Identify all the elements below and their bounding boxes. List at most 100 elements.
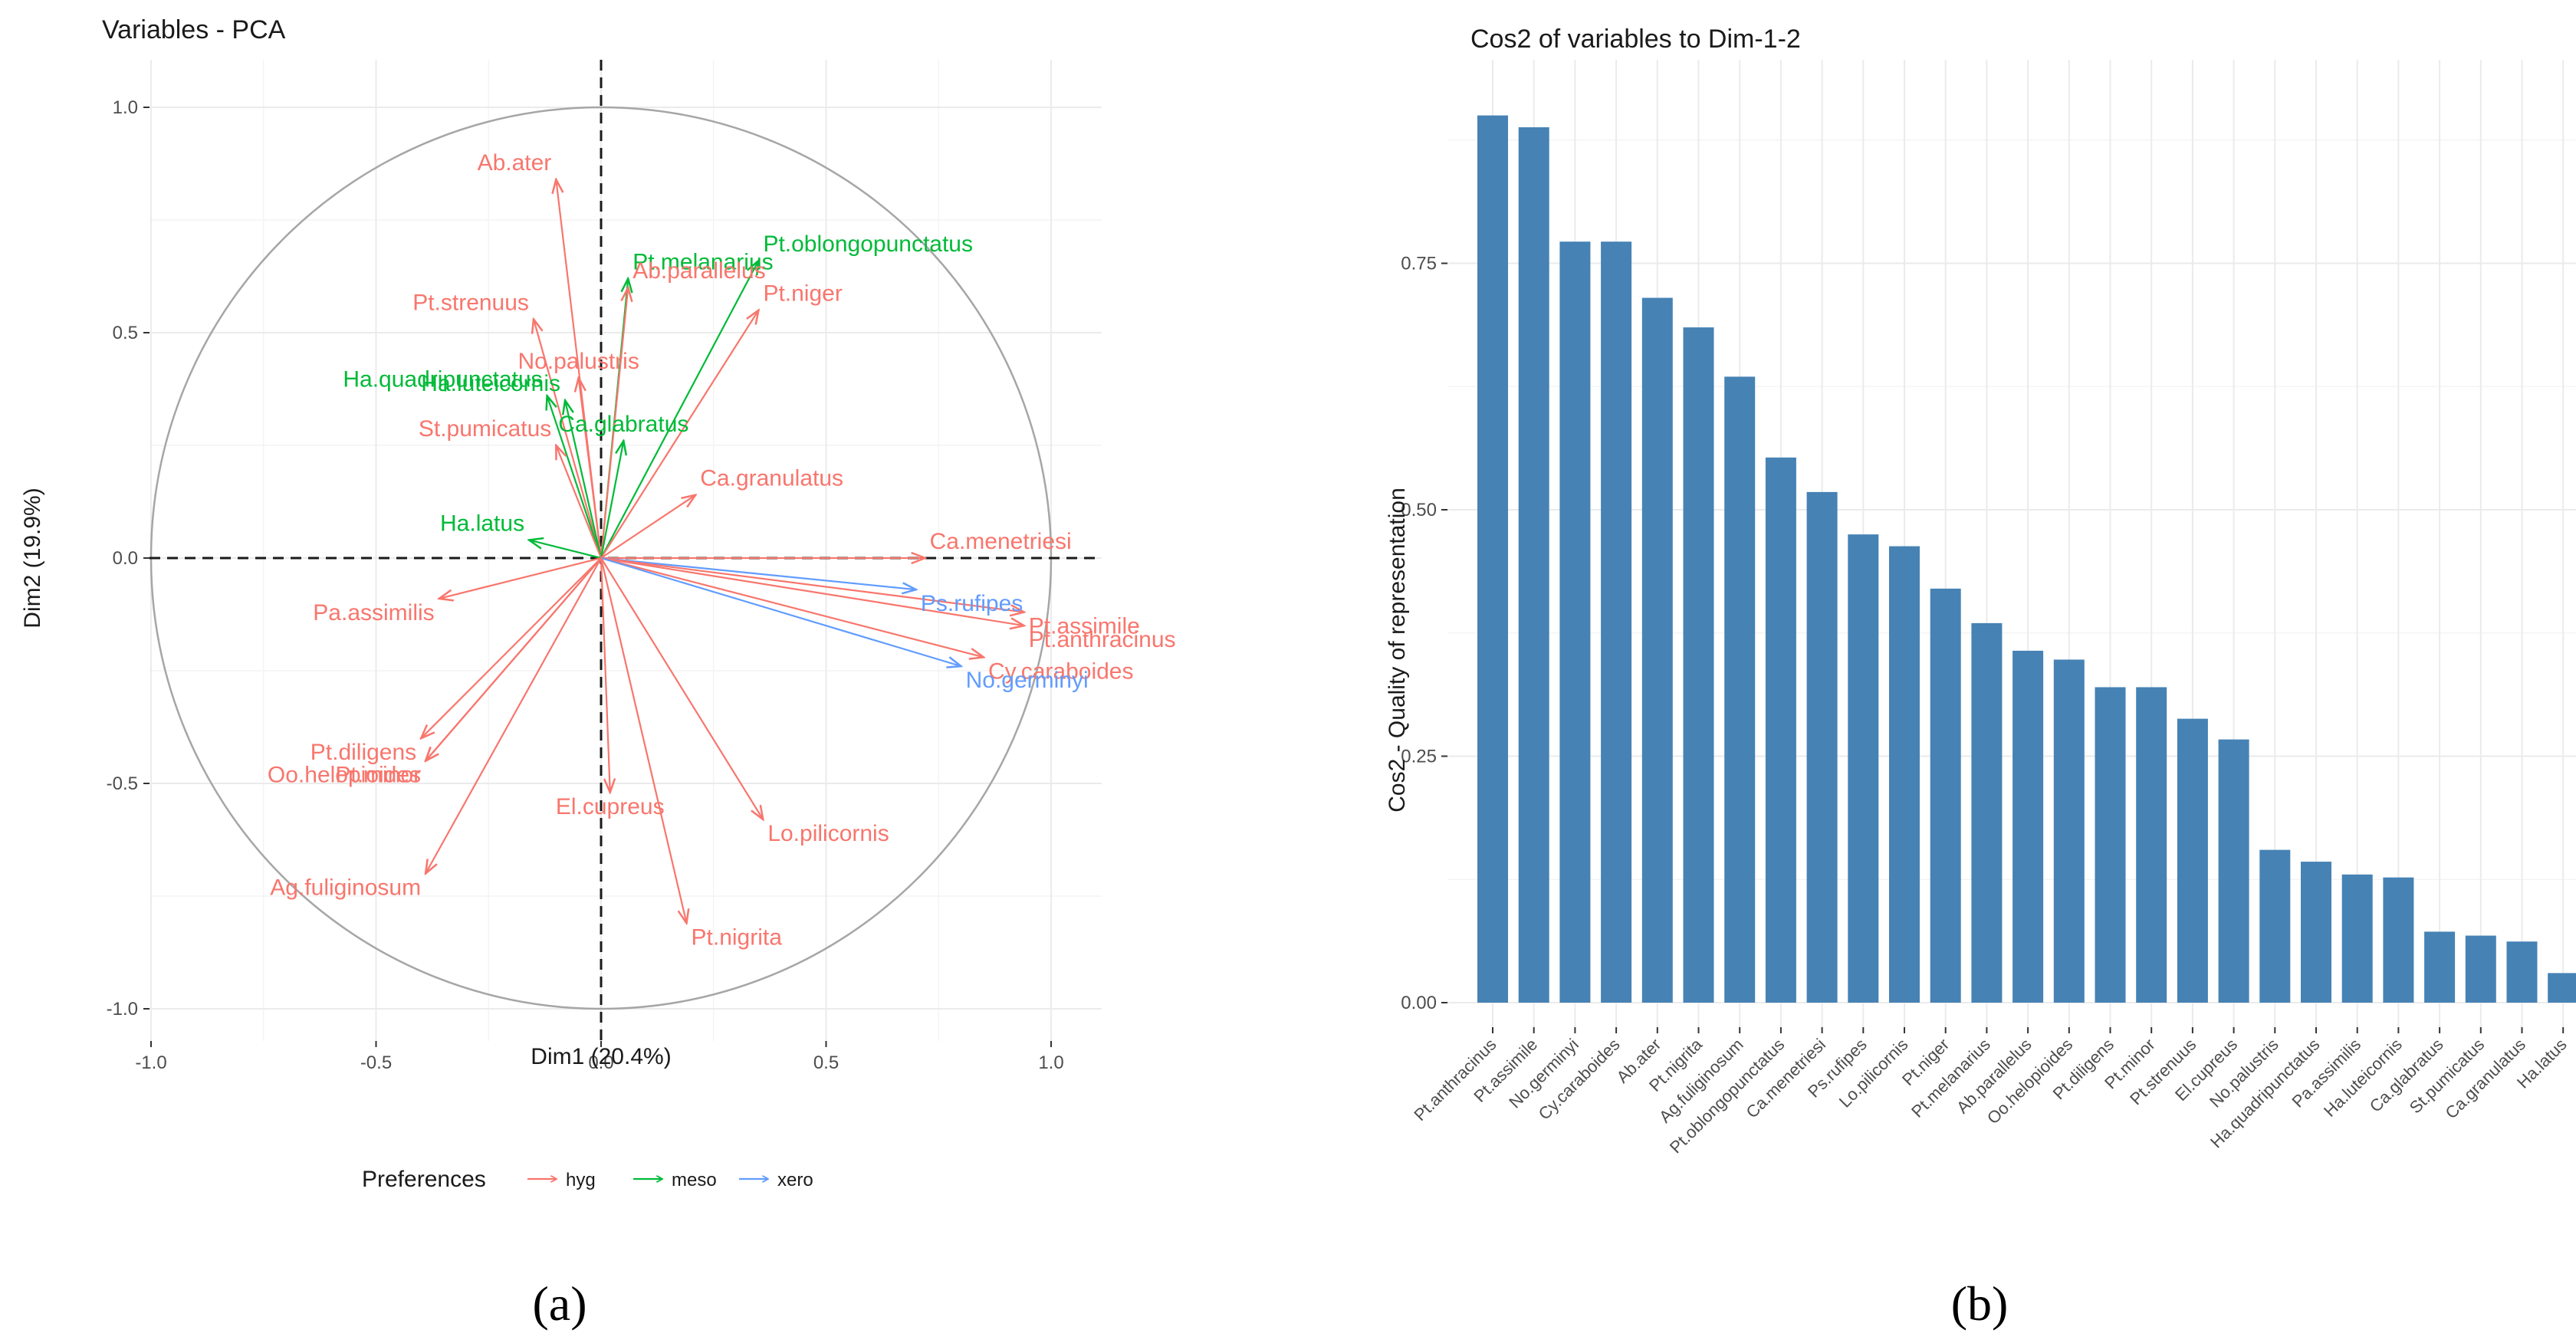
bar-Oo.helopioides (2053, 659, 2085, 1003)
arrow-Pa.assimilis (439, 557, 602, 599)
pca-x-axis-title: Dim1 (20.4%) (531, 1044, 671, 1069)
arrow-Pt.anthracinus (600, 557, 1024, 626)
bar-Ca.granulatus (2506, 941, 2538, 1003)
variable-label-No.palustris: No.palustris (518, 349, 639, 374)
variable-label-St.pumicatus: St.pumicatus (419, 416, 551, 442)
variable-label-Ab.parallelus: Ab.parallelus (632, 258, 765, 284)
variable-label-Ca.granulatus: Ca.granulatus (700, 466, 843, 491)
arrow-Ha.quadripunctatus (547, 396, 603, 559)
arrow-Pt.niger (600, 310, 758, 559)
variable-label-Ha.quadripunctatus: Ha.quadripunctatus (343, 366, 542, 392)
bar-Ca.menetriesi (1806, 491, 1838, 1003)
pca-y-ticks: -1.0 -0.5 0.0 0.5 1.0 (107, 97, 150, 1020)
variable-label-Pt.niger: Pt.niger (763, 281, 842, 307)
bar-Pt.diligens (2095, 687, 2126, 1003)
bar-Ha.latus (2548, 973, 2576, 1003)
bar-Pt.strenuus (2177, 718, 2208, 1003)
pca-variable-arrows (421, 179, 1024, 923)
bar-Pt.oblongopunctatus (1765, 457, 1796, 1003)
bar-Pt.anthracinus (1477, 115, 1508, 1003)
bar-Pt.assimile (1518, 127, 1549, 1003)
x-tick-label: 0.5 (813, 1052, 839, 1073)
y-tick-label: -0.5 (107, 773, 138, 794)
arrow-Ag.fuliginosum (426, 557, 602, 874)
y-tick-label: 0.0 (113, 548, 138, 569)
bar-Ag.fuliginosum (1724, 376, 1756, 1003)
variable-label-Pt.assimile: Pt.assimile (1029, 614, 1140, 639)
variable-label-Pt.diligens: Pt.diligens (310, 740, 416, 765)
pca-variable-labels: Ab.aterPt.oblongopunctatusPt.melanariusA… (268, 150, 1176, 950)
legend-label-xero: xero (777, 1170, 813, 1190)
arrow-Pt.nigrita (600, 557, 687, 923)
bar-Ca.glabratus (2424, 931, 2456, 1003)
arrow-Pt.assimile (600, 557, 1024, 612)
bar-Ha.luteicornis (2383, 877, 2414, 1003)
x-tick-label: 0.0 (588, 1052, 613, 1073)
variable-label-Pt.anthracinus: Pt.anthracinus (1029, 627, 1176, 652)
x-tick-label: -0.5 (360, 1052, 392, 1073)
bar-Ps.rufipes (1848, 534, 1879, 1003)
variable-label-Pt.oblongopunctatus: Pt.oblongopunctatus (763, 231, 973, 257)
y-tick-label: 1.0 (113, 97, 138, 118)
y-tick-label: 0.00 (1401, 993, 1437, 1013)
variable-label-Ca.menetriesi: Ca.menetriesi (930, 529, 1072, 554)
bar-No.palustris (2259, 849, 2291, 1003)
arrow-Pt.diligens (421, 557, 602, 738)
x-tick-label: 1.0 (1038, 1052, 1063, 1073)
cos2-x-tick-labels: Pt.anthracinusPt.assimileNo.germinyiCy.c… (1410, 1027, 2571, 1157)
bar-Cy.caraboides (1601, 241, 1632, 1003)
arrow-Pt.strenuus (534, 319, 603, 559)
cos2-title: Cos2 of variables to Dim-1-2 (1470, 25, 1801, 54)
bar-Lo.pilicornis (1889, 546, 1920, 1003)
bar-Pt.nigrita (1683, 327, 1714, 1003)
variable-label-Pa.assimilis: Pa.assimilis (313, 600, 434, 626)
variable-label-Ha.latus: Ha.latus (440, 511, 524, 536)
panel-a-caption: (a) (532, 1276, 586, 1331)
arrow-Ca.granulatus (600, 495, 695, 559)
arrow-Pt.oblongopunctatus (600, 261, 758, 559)
arrow-St.pumicatus (556, 445, 603, 559)
y-tick-label: -1.0 (107, 999, 138, 1020)
x-tick-label: -1.0 (135, 1052, 166, 1073)
variable-label-Pt.strenuus: Pt.strenuus (412, 290, 529, 315)
cos2-panel: Cos2 of variables to Dim-1-2 0.00 0.25 0.5… (1385, 25, 2576, 1331)
arrow-Ha.luteicornis (565, 400, 603, 559)
arrow-Oo.helopioides (426, 557, 602, 761)
cos2-y-ticks: 0.00 0.25 0.50 0.75 (1401, 254, 1447, 1013)
variable-label-Ha.luteicornis: Ha.luteicornis (421, 371, 560, 396)
cos2-y-axis-title: Cos2 - Quality of representation (1385, 488, 1410, 813)
bar-Ab.parallelus (2013, 650, 2044, 1003)
arrow-No.palustris (579, 378, 603, 559)
pca-title: Variables - PCA (102, 15, 286, 44)
variable-label-El.cupreus: El.cupreus (556, 794, 665, 819)
bar-El.cupreus (2218, 739, 2249, 1003)
y-tick-label: 0.5 (113, 323, 138, 343)
arrow-Ps.rufipes (600, 557, 916, 589)
legend-label-hyg: hyg (566, 1170, 596, 1190)
y-tick-label: 0.75 (1401, 254, 1437, 274)
cos2-bars (1477, 115, 2576, 1003)
pca-legend: Preferences hyg meso xero (362, 1167, 813, 1192)
bar-Pt.minor (2136, 687, 2167, 1003)
bar-Pt.niger (1930, 588, 1961, 1003)
pca-x-ticks: -1.0 -0.5 0.0 0.5 1.0 (135, 1041, 1064, 1073)
y-tick-label: 0.25 (1401, 747, 1437, 767)
arrow-Lo.pilicornis (600, 557, 763, 819)
pca-panel: Variables - PCA Ab.ater Pt.oblongopunctat… (20, 15, 1176, 1331)
arrow-Cy.caraboides (600, 557, 984, 657)
variable-label-Ps.rufipes: Ps.rufipes (921, 591, 1023, 616)
legend-title: Preferences (362, 1167, 486, 1192)
variable-label-Pt.minor: Pt.minor (335, 763, 421, 788)
arrow-Ab.parallelus (600, 287, 628, 559)
arrow-Ha.latus (529, 540, 602, 560)
variable-label-Ag.fuliginosum: Ag.fuliginosum (270, 875, 421, 901)
bar-No.germinyi (1559, 241, 1591, 1003)
variable-label-Ab.ater: Ab.ater (478, 150, 552, 176)
panel-b-caption: (b) (1951, 1276, 2009, 1331)
bar-Pt.melanarius (1971, 622, 2003, 1003)
arrow-Ca.glabratus (600, 441, 623, 559)
bar-Pa.assimilis (2341, 874, 2373, 1003)
arrow-No.germinyi (600, 557, 961, 666)
legend-label-meso: meso (672, 1170, 717, 1190)
